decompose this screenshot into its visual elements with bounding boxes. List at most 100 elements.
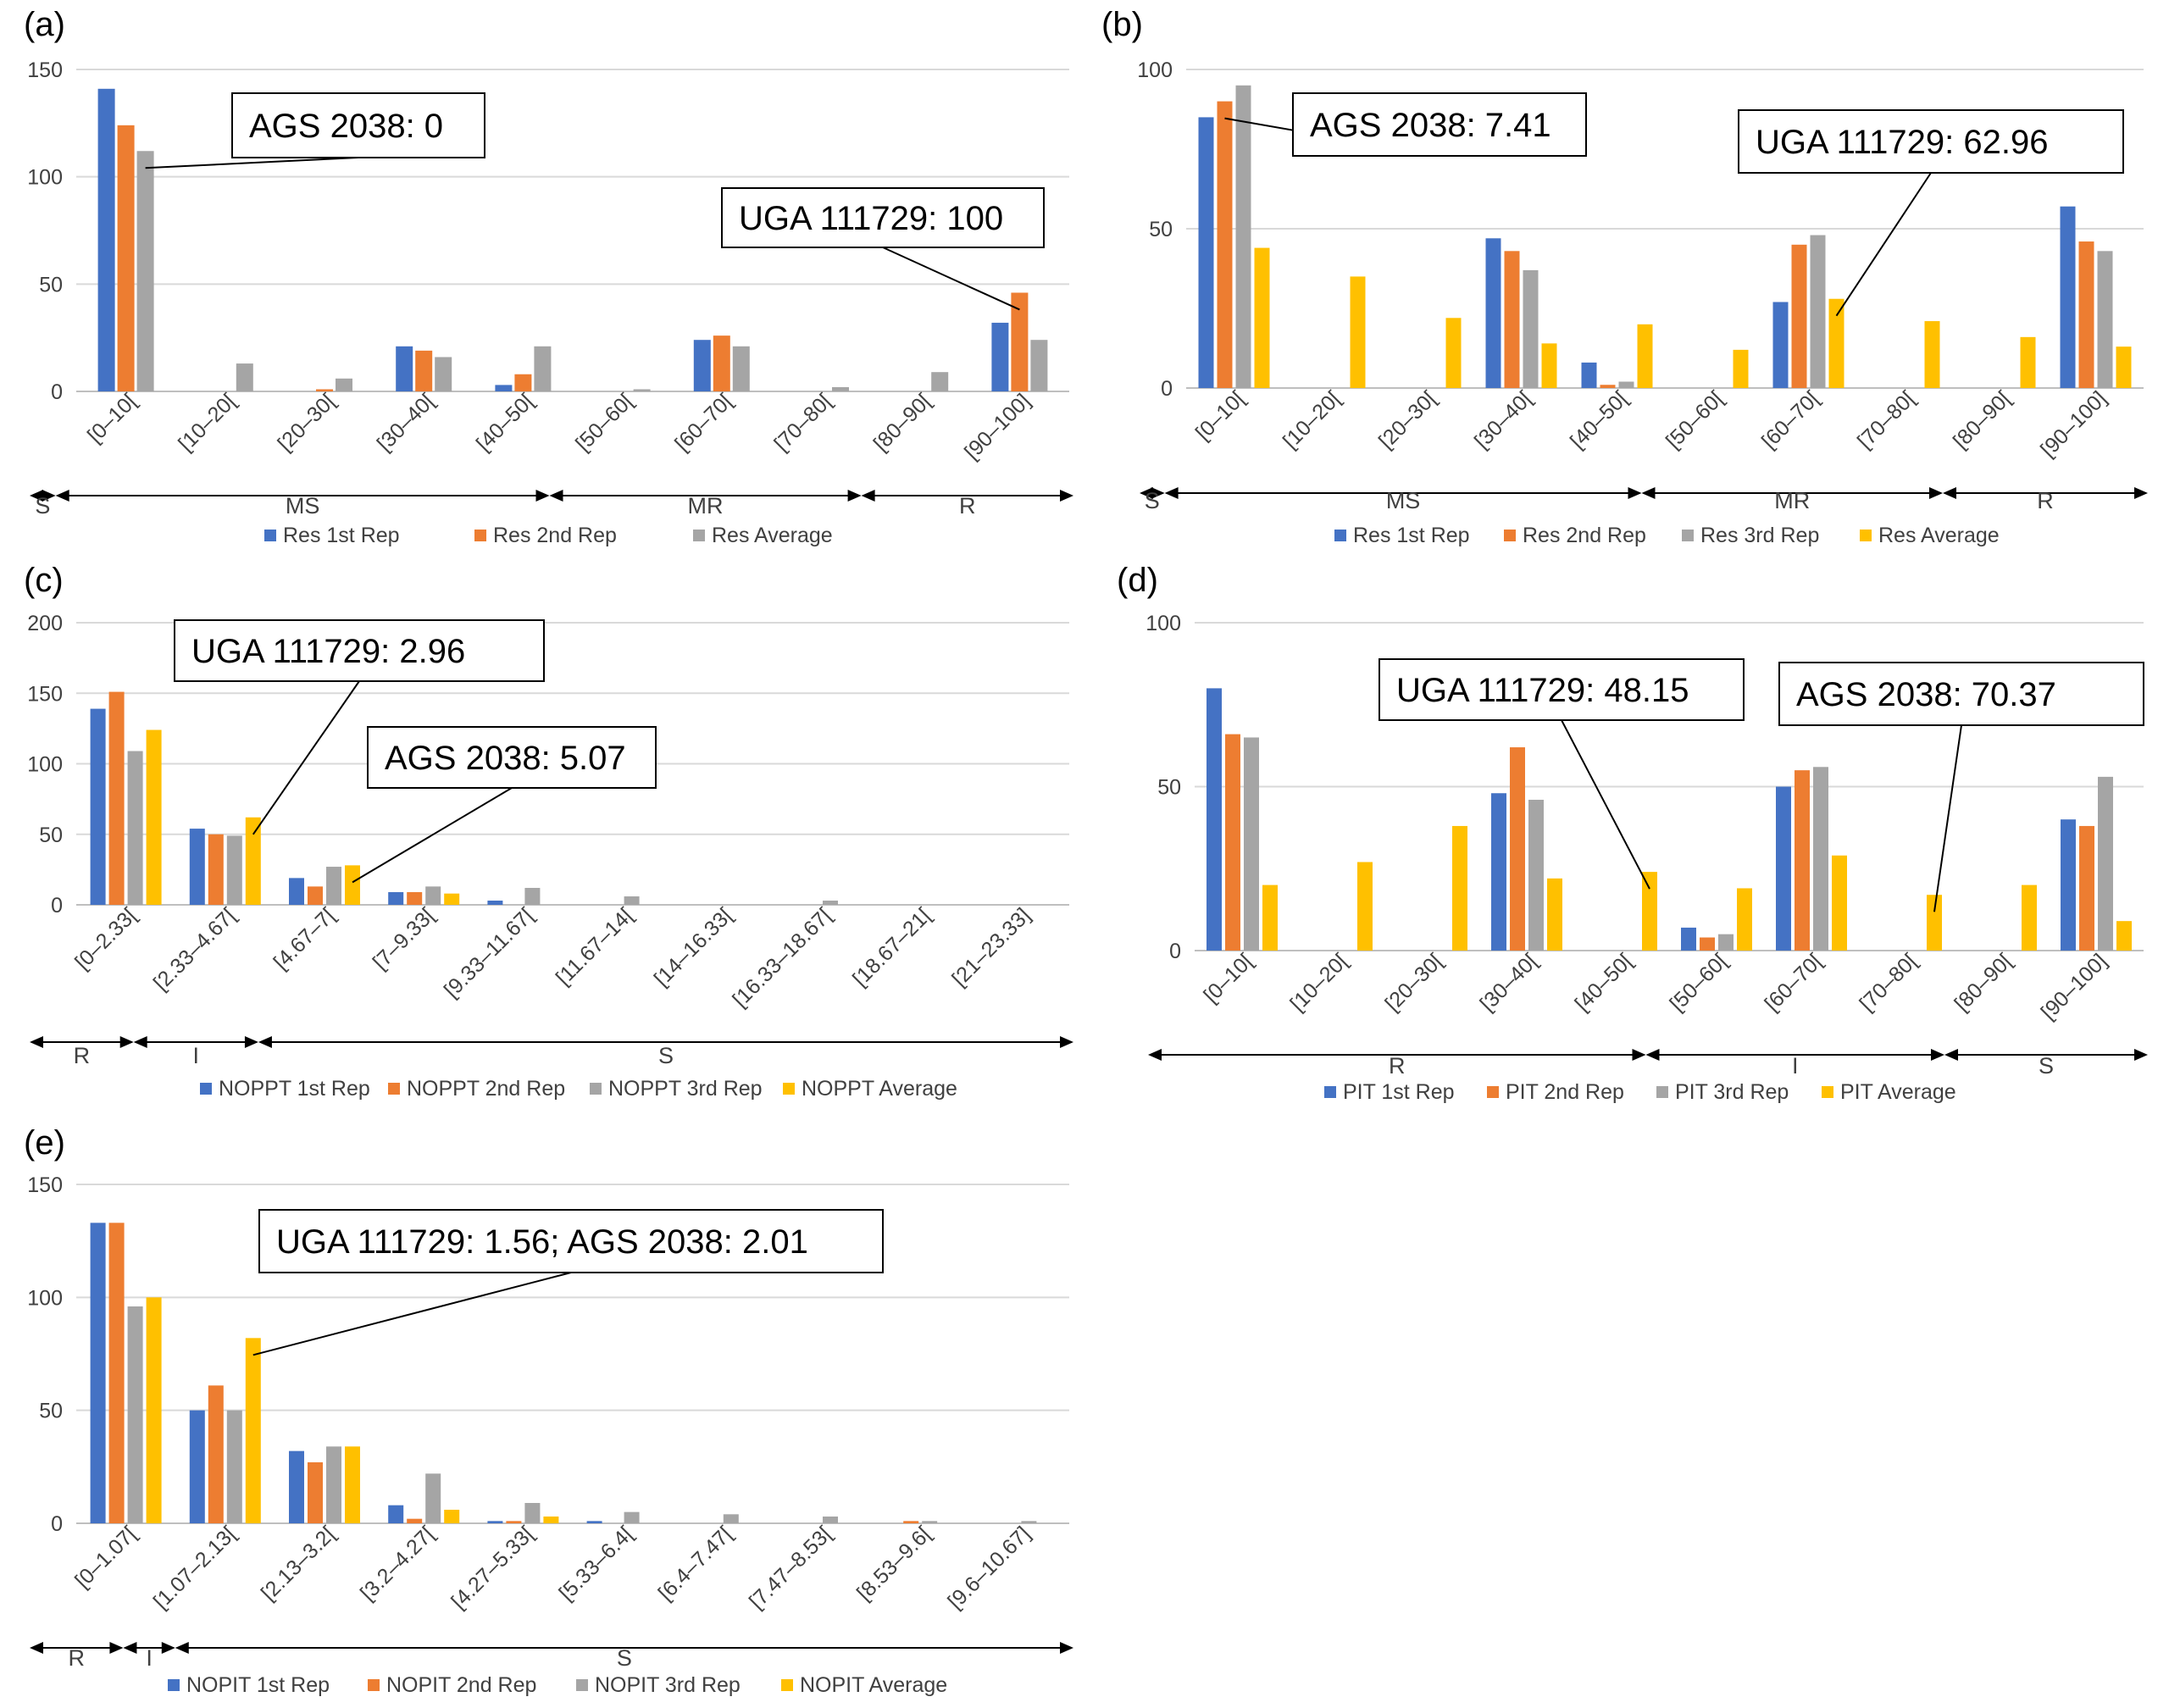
group-arrow-head-left [1944,1049,1958,1061]
group-arrow-head-left [1140,487,1153,499]
x-tick-label: [5.33–6.4[ [554,1522,637,1605]
panel-label: (b) [1101,6,1143,43]
y-tick-label: 0 [1161,377,1173,401]
x-tick-label: [9.33–11.67[ [440,903,539,1002]
legend-swatch [368,1679,380,1691]
bar [326,1446,341,1523]
bar [723,1514,739,1523]
legend-label: NOPIT 2nd Rep [386,1673,536,1697]
bar [1700,937,1715,951]
bar [991,322,1009,391]
group-label: S [35,493,50,518]
y-tick-label: 100 [1146,612,1181,635]
group-label: MS [286,493,320,518]
bar [514,374,532,391]
bar [1357,862,1373,951]
legend-label: Res Average [1878,524,2000,547]
group-label: S [658,1043,674,1068]
x-tick-label: [2.13–3.2[ [257,1522,340,1605]
group-arrow-head-left [1645,1049,1660,1061]
annotation-box [1379,658,1745,721]
group-arrow-head-right [1628,487,1642,499]
bar [388,1505,404,1523]
annotation-box [258,1209,884,1273]
group-label: S [2039,1053,2054,1079]
x-tick-label: [10–20[ [174,389,241,456]
group-label: MR [688,493,724,518]
y-tick-label: 200 [27,612,63,635]
bar [117,125,135,391]
y-tick-label: 100 [27,166,63,190]
bar [1772,302,1789,388]
bar [407,892,423,905]
bar [189,1410,205,1523]
bar [1030,340,1048,391]
y-tick-label: 150 [27,682,63,706]
bar [2022,884,2037,951]
bar [308,886,323,905]
bar [289,1450,304,1523]
y-tick-label: 50 [39,1400,63,1423]
x-tick-label: [2.33–4.67[ [149,903,241,995]
bar [127,751,143,905]
group-label: R [959,493,976,518]
bar [2061,819,2076,951]
x-tick-label: [40–50[ [1566,386,1633,453]
bar [832,386,849,391]
bar [903,1521,919,1523]
bar [1832,855,1847,951]
bar [90,708,106,905]
bar [1927,895,1942,951]
bar [308,1462,323,1523]
x-tick-label: [7–9.33[ [369,903,440,974]
x-tick-label: [70–80[ [769,389,836,456]
bar [1523,269,1539,388]
group-arrow-head-left [1148,1049,1162,1061]
y-tick-label: 0 [51,894,63,918]
bar [146,1297,162,1523]
x-tick-label: [16.33–18.67[ [728,903,836,1012]
bar [1510,747,1525,951]
annotation-leader [1835,172,1932,317]
legend-swatch [388,1083,400,1095]
group-label: MR [1774,488,1810,513]
bar [189,829,205,905]
group-arrow-head-left [549,490,563,502]
bar [1541,343,1557,388]
legend-swatch [200,1083,212,1095]
x-tick-label: [40–50[ [472,389,539,456]
annotation-box [174,619,545,682]
group-arrow-head-left [175,1642,189,1654]
group-arrow-head-left [861,490,875,502]
x-tick-label: [30–40[ [373,389,440,456]
group-label: S [1145,488,1160,513]
bar [732,346,750,391]
bar [2078,241,2094,388]
annotation-box [1738,109,2124,174]
bar [1718,934,1734,951]
bar [1452,825,1467,951]
bar [1350,276,1366,388]
bar [524,888,541,905]
y-tick-label: 100 [27,1286,63,1310]
bar [108,1223,125,1523]
annotation-text: UGA 111729: 100 [739,200,1003,237]
legend-label: NOPIT 1st Rep [186,1673,330,1697]
bar [2116,921,2132,951]
bar [345,865,360,905]
group-arrow-head-right [1060,1036,1073,1048]
bar [713,336,730,391]
x-tick-label: [70–80[ [1855,949,1922,1016]
x-tick-label: [90–100] [2036,386,2111,462]
bar [226,835,242,905]
x-tick-label: [50–60[ [1661,386,1728,453]
group-label: S [617,1645,632,1671]
bar [1547,878,1562,951]
y-tick-label: 0 [51,380,63,404]
group-arrow-head-right [1632,1049,1646,1061]
bar [506,1521,522,1523]
x-tick-label: [80–90[ [869,389,936,456]
panel-3: (d) 0 50 100 [0–10[[10–20[[20–30[[30–40[[40–… [1117,562,2148,1104]
bar [1737,888,1752,951]
x-tick-label: [1.07–2.13[ [149,1522,241,1613]
